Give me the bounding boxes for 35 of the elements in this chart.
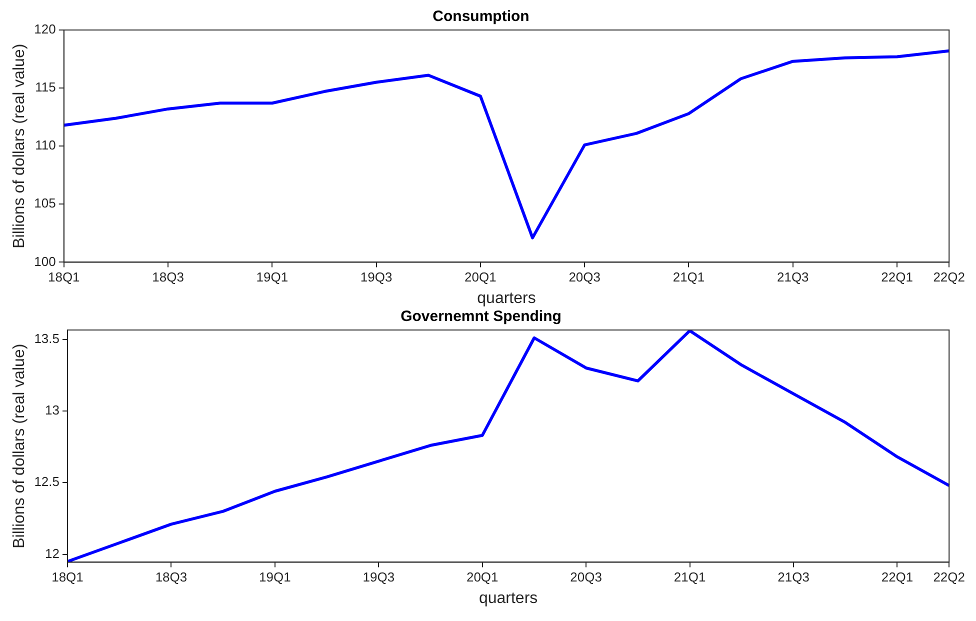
y-axis-title: Billions of dollars (real value) xyxy=(11,44,28,248)
y-tick-label: 100 xyxy=(34,254,56,269)
x-tick-label: 21Q3 xyxy=(776,270,809,285)
x-tick-label: 20Q1 xyxy=(466,570,498,585)
x-tick-label: 22Q1 xyxy=(881,270,913,285)
x-tick-label: 22Q2 xyxy=(933,270,966,285)
y-tick-label: 13.5 xyxy=(34,330,60,346)
y-axis-title: Billions of dollars (real value) xyxy=(11,344,28,548)
y-tick-label: 13 xyxy=(45,402,60,418)
x-tick-label: 20Q1 xyxy=(464,270,496,285)
y-tick-label: 12 xyxy=(45,546,60,561)
x-tick-label: 21Q1 xyxy=(674,570,706,585)
y-tick-label: 120 xyxy=(34,22,56,37)
y-tick-label: 12.5 xyxy=(34,474,60,490)
chart-title: Consumption xyxy=(432,8,530,26)
x-tick-label: 19Q1 xyxy=(259,570,291,585)
x-tick-label: 19Q1 xyxy=(256,270,288,285)
x-tick-label: 18Q1 xyxy=(48,270,80,285)
x-axis-title: quarters xyxy=(478,590,538,607)
x-tick-label: 22Q2 xyxy=(933,570,966,585)
y-tick-label: 110 xyxy=(35,138,56,153)
x-tick-label: 20Q3 xyxy=(568,270,601,285)
x-tick-label: 22Q1 xyxy=(881,570,914,585)
x-tick-label: 19Q3 xyxy=(360,270,392,285)
y-tick-label: 115 xyxy=(35,80,56,95)
x-tick-label: 18Q3 xyxy=(155,570,188,585)
x-tick-label: 18Q3 xyxy=(152,270,184,285)
x-tick-label: 21Q1 xyxy=(672,270,705,285)
chart-title: Governemnt Spending xyxy=(400,308,562,326)
y-tick-label: 105 xyxy=(34,196,56,211)
x-tick-label: 20Q3 xyxy=(570,570,602,585)
x-axis-title: quarters xyxy=(477,290,536,307)
x-tick-label: 21Q3 xyxy=(778,570,810,585)
x-tick-label: 18Q1 xyxy=(52,570,84,585)
x-tick-label: 19Q3 xyxy=(362,570,395,585)
